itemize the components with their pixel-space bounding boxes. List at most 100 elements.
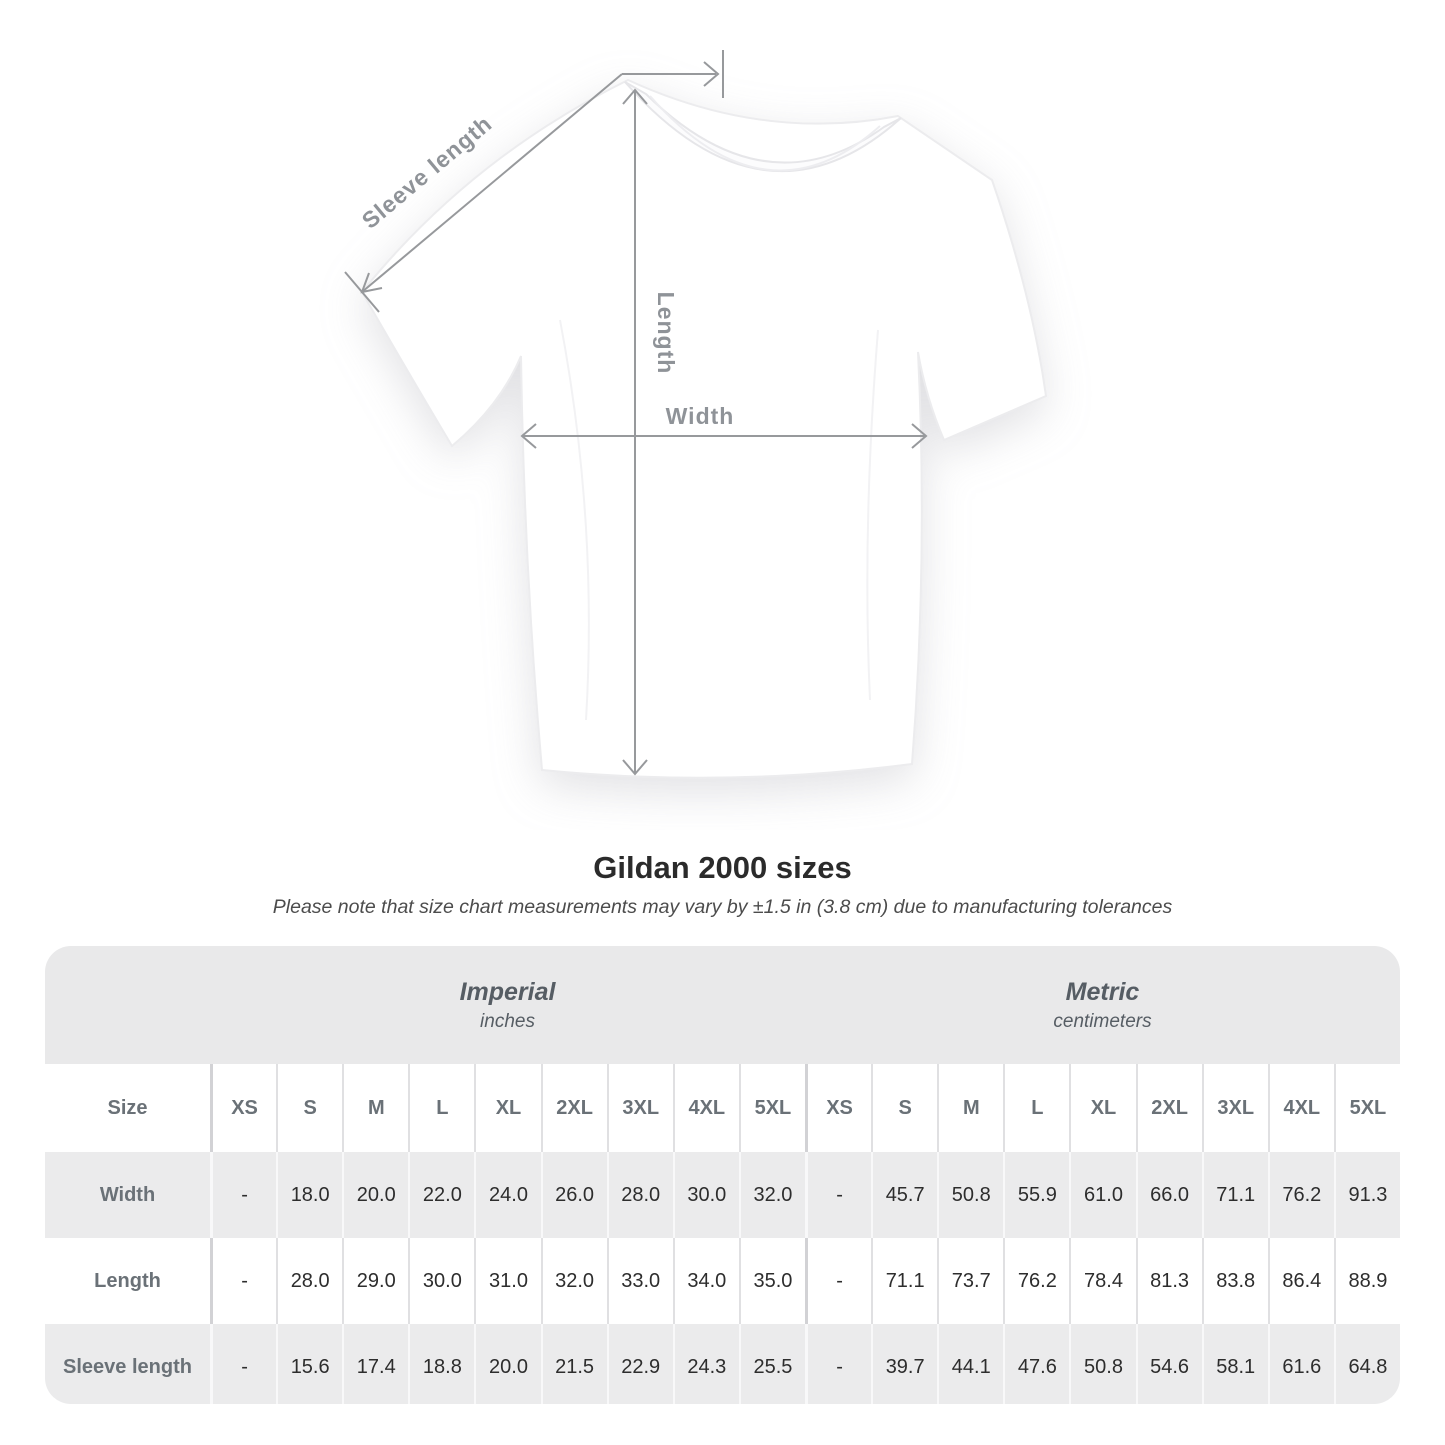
- sleeve-length-end-tick: [344, 271, 380, 313]
- length-imperial-xl: 31.0: [474, 1238, 540, 1324]
- length-imperial-l: 30.0: [408, 1238, 474, 1324]
- sleeve-imperial-5xl: 25.5: [738, 1324, 805, 1404]
- width-imperial-5xl: 32.0: [738, 1152, 805, 1238]
- sleeve-imperial-m: 17.4: [342, 1324, 408, 1404]
- width-row: Width - 18.0 20.0 22.0 24.0 26.0 28.0 30…: [45, 1152, 1400, 1238]
- length-arrowhead-top: [622, 88, 648, 105]
- width-imperial-xl: 24.0: [474, 1152, 540, 1238]
- imperial-label: Imperial: [459, 977, 556, 1006]
- size-col-imperial-xl: XL: [474, 1064, 540, 1152]
- imperial-unit-label: inches: [480, 1010, 535, 1032]
- width-metric-2xl: 66.0: [1135, 1152, 1202, 1238]
- width-measurement: Width: [520, 403, 928, 449]
- length-imperial-2xl: 32.0: [540, 1238, 607, 1324]
- length-label: Length: [653, 292, 679, 375]
- length-imperial-5xl: 35.0: [738, 1238, 805, 1324]
- sleeve-length-row: Sleeve length - 15.6 17.4 18.8 20.0 21.5…: [45, 1324, 1400, 1404]
- sleeve-metric-3xl: 58.1: [1201, 1324, 1268, 1404]
- size-table: Imperial inches Metric centimeters Size …: [45, 946, 1400, 1404]
- width-imperial-s: 18.0: [276, 1152, 342, 1238]
- metric-group-header: Metric centimeters: [805, 946, 1400, 1064]
- imperial-group-header: Imperial inches: [210, 946, 805, 1064]
- tshirt-collar-seam: [649, 95, 881, 172]
- size-col-imperial-s: S: [276, 1064, 342, 1152]
- sleeve-metric-2xl: 54.6: [1135, 1324, 1202, 1404]
- sleeve-metric-l: 47.6: [1003, 1324, 1069, 1404]
- width-label: Width: [666, 403, 735, 429]
- width-imperial-xs: -: [210, 1152, 276, 1238]
- size-col-metric-s: S: [871, 1064, 937, 1152]
- size-col-imperial-m: M: [342, 1064, 408, 1152]
- length-metric-3xl: 83.8: [1201, 1238, 1268, 1324]
- length-metric-s: 71.1: [871, 1238, 937, 1324]
- length-imperial-s: 28.0: [276, 1238, 342, 1324]
- size-col-metric-3xl: 3XL: [1201, 1064, 1268, 1152]
- size-col-metric-m: M: [937, 1064, 1003, 1152]
- length-row-label: Length: [94, 1269, 161, 1292]
- sleeve-metric-4xl: 61.6: [1267, 1324, 1334, 1404]
- metric-unit-label: centimeters: [1053, 1010, 1152, 1032]
- sleeve-length-arrow: [361, 73, 623, 293]
- sleeve-imperial-s: 15.6: [276, 1324, 342, 1404]
- width-metric-m: 50.8: [937, 1152, 1003, 1238]
- tshirt-measurement-diagram: Sleeve length Length Width: [344, 50, 1048, 779]
- band-spacer: [45, 946, 210, 1064]
- width-metric-xl: 61.0: [1069, 1152, 1135, 1238]
- length-arrowhead-bottom: [622, 759, 648, 776]
- size-col-metric-2xl: 2XL: [1135, 1064, 1202, 1152]
- sleeve-metric-5xl: 64.8: [1333, 1324, 1400, 1404]
- length-metric-2xl: 81.3: [1135, 1238, 1202, 1324]
- size-col-imperial-xs: XS: [210, 1064, 276, 1152]
- length-metric-l: 76.2: [1003, 1238, 1069, 1324]
- width-imperial-4xl: 30.0: [672, 1152, 739, 1238]
- size-col-imperial-2xl: 2XL: [540, 1064, 607, 1152]
- length-metric-m: 73.7: [937, 1238, 1003, 1324]
- width-metric-4xl: 76.2: [1267, 1152, 1334, 1238]
- length-metric-xl: 78.4: [1069, 1238, 1135, 1324]
- length-imperial-m: 29.0: [342, 1238, 408, 1324]
- tshirt-illustration: [360, 78, 1048, 779]
- width-metric-5xl: 91.3: [1333, 1152, 1400, 1238]
- sleeve-metric-xs: -: [805, 1324, 871, 1404]
- shoulder-to-center-arrowhead: [703, 61, 720, 87]
- width-imperial-m: 20.0: [342, 1152, 408, 1238]
- size-col-metric-xs: XS: [805, 1064, 871, 1152]
- length-metric-4xl: 86.4: [1267, 1238, 1334, 1324]
- sleeve-metric-s: 39.7: [871, 1324, 937, 1404]
- unit-group-band: Imperial inches Metric centimeters: [45, 946, 1400, 1064]
- width-arrowhead-left: [520, 423, 537, 449]
- tshirt-fold-left: [559, 319, 590, 721]
- size-col-imperial-4xl: 4XL: [672, 1064, 739, 1152]
- size-col-metric-xl: XL: [1069, 1064, 1135, 1152]
- width-metric-xs: -: [805, 1152, 871, 1238]
- width-imperial-2xl: 26.0: [540, 1152, 607, 1238]
- sleeve-metric-xl: 50.8: [1069, 1324, 1135, 1404]
- tolerance-note: Please note that size chart measurements…: [272, 896, 1173, 918]
- width-row-label: Width: [99, 1183, 156, 1206]
- length-imperial-4xl: 34.0: [672, 1238, 739, 1324]
- tshirt-diagram-svg: Sleeve length Length Width: [344, 50, 1048, 779]
- width-imperial-3xl: 28.0: [606, 1152, 673, 1238]
- width-imperial-l: 22.0: [408, 1152, 474, 1238]
- page-title: Gildan 2000 sizes: [593, 850, 852, 885]
- tshirt-body-shape: [360, 78, 1048, 779]
- sleeve-imperial-xl: 20.0: [474, 1324, 540, 1404]
- metric-label: Metric: [1065, 977, 1140, 1006]
- sleeve-length-row-label: Sleeve length: [63, 1355, 192, 1378]
- length-imperial-3xl: 33.0: [606, 1238, 673, 1324]
- sleeve-imperial-4xl: 24.3: [672, 1324, 739, 1404]
- sleeve-imperial-l: 18.8: [408, 1324, 474, 1404]
- size-column-header: Size: [107, 1096, 148, 1119]
- sleeve-imperial-xs: -: [210, 1324, 276, 1404]
- tshirt-fold-right: [866, 329, 879, 701]
- size-col-imperial-l: L: [408, 1064, 474, 1152]
- length-measurement: Length: [622, 88, 679, 776]
- size-col-imperial-3xl: 3XL: [606, 1064, 673, 1152]
- sleeve-metric-m: 44.1: [937, 1324, 1003, 1404]
- sleeve-imperial-3xl: 22.9: [606, 1324, 673, 1404]
- width-metric-3xl: 71.1: [1201, 1152, 1268, 1238]
- size-col-metric-l: L: [1003, 1064, 1069, 1152]
- size-col-imperial-5xl: 5XL: [738, 1064, 805, 1152]
- length-imperial-xs: -: [210, 1238, 276, 1324]
